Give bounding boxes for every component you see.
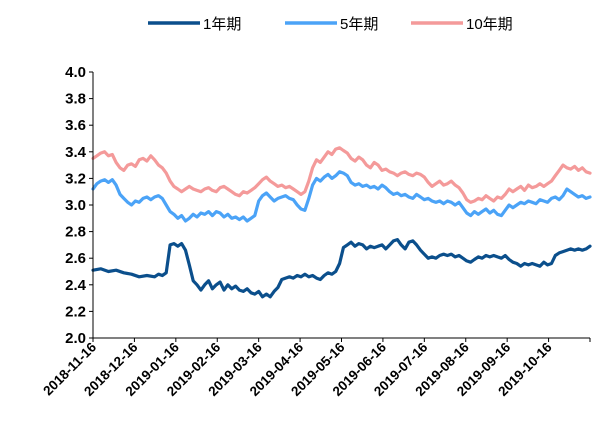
y-tick-label: 2.4 xyxy=(65,277,87,294)
y-tick-label: 3.6 xyxy=(65,117,86,134)
y-tick-label: 3.2 xyxy=(65,170,86,187)
y-tick-labels: 4.0 3.8 3.6 3.4 3.2 3.0 2.8 2.6 2.4 2.2 2.0 xyxy=(65,64,87,347)
series-line-1 xyxy=(91,170,592,223)
y-tick-label: 2.0 xyxy=(65,330,86,347)
legend-label-0: 1年期 xyxy=(203,16,241,33)
x-tick-labels: 2018-11-162018-12-162019-01-162019-02-16… xyxy=(40,339,555,399)
series-line-0 xyxy=(91,238,592,299)
legend-label-1: 5年期 xyxy=(340,16,378,33)
series-line-2 xyxy=(91,146,592,204)
series-lines xyxy=(91,146,592,299)
y-tick-label: 2.2 xyxy=(65,303,86,320)
axes xyxy=(89,71,591,342)
y-tick-label: 3.4 xyxy=(65,144,87,161)
legend-label-2: 10年期 xyxy=(466,16,513,33)
y-tick-label: 2.6 xyxy=(65,250,86,267)
y-tick-label: 4.0 xyxy=(65,64,86,81)
y-tick-label: 3.8 xyxy=(65,91,86,108)
y-tick-label: 3.0 xyxy=(65,197,86,214)
y-tick-label: 2.8 xyxy=(65,224,86,241)
legend: 1年期 5年期 10年期 xyxy=(148,16,513,33)
